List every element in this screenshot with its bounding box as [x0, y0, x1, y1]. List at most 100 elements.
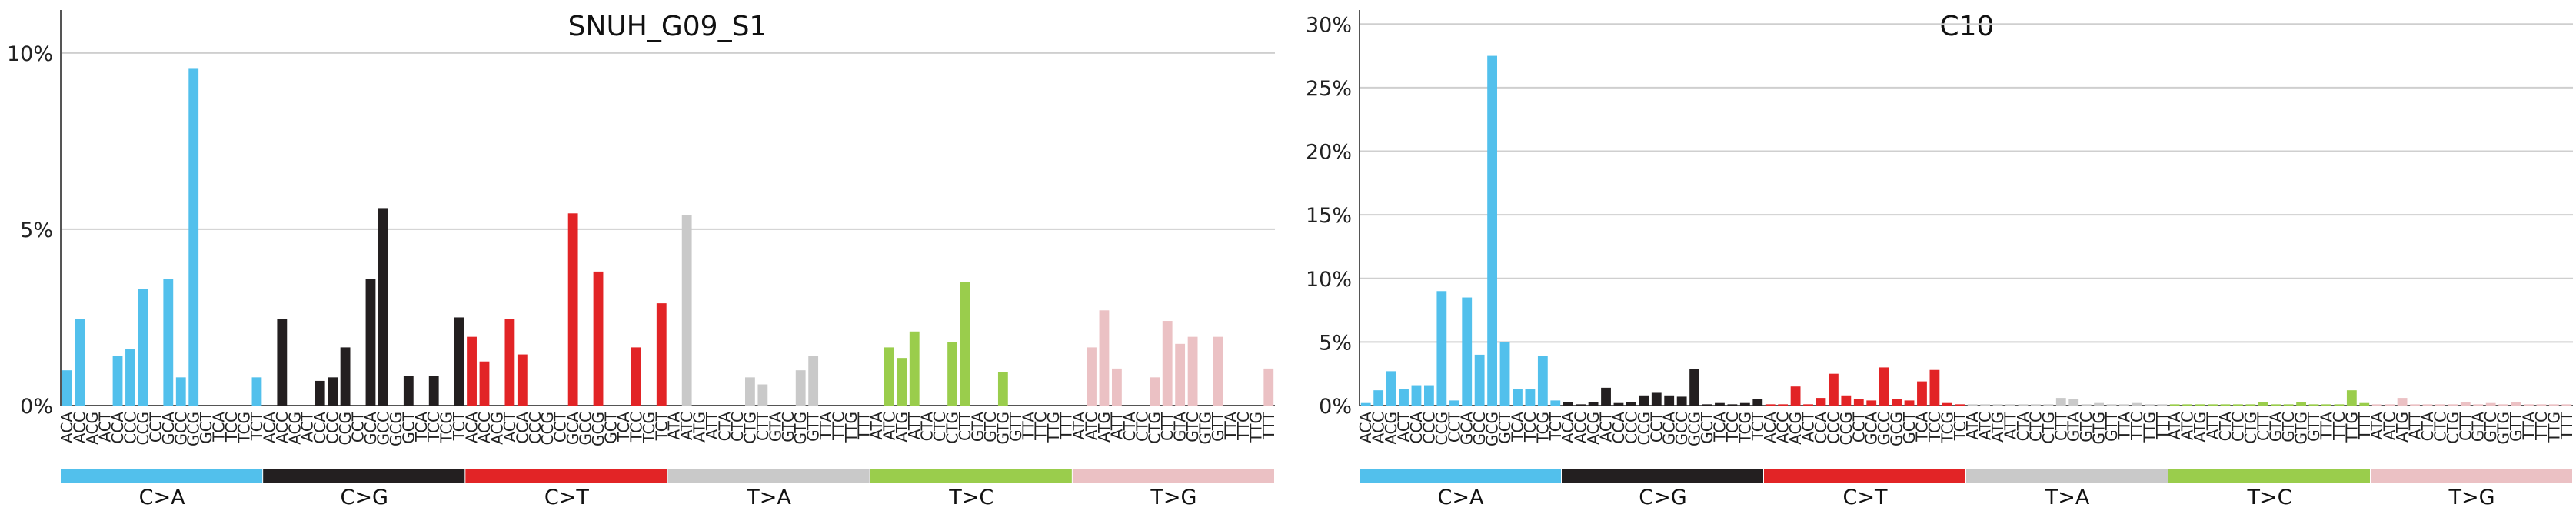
y-tick-label: 30% — [1306, 13, 1352, 37]
x-tick-label: CCC — [1824, 412, 1842, 444]
x-tick-label: TTT — [1260, 411, 1278, 440]
bar — [1263, 368, 1274, 406]
x-tick-label: ATG — [893, 412, 911, 443]
x-tick-label: TTA — [1221, 412, 1240, 441]
bar — [1765, 404, 1776, 406]
x-tick-label: ACT — [1395, 411, 1413, 442]
bar — [808, 356, 819, 406]
mutation-type-label: C>G — [1639, 486, 1686, 509]
mutation-type-label: T>A — [2045, 486, 2090, 509]
mutation-type-bar — [1562, 469, 1763, 483]
bar — [795, 370, 806, 406]
bar — [1162, 321, 1173, 406]
bar — [2422, 404, 2433, 406]
bar — [1423, 385, 1434, 406]
bar — [1803, 404, 1813, 406]
bar — [1373, 390, 1384, 406]
bar — [2524, 404, 2534, 406]
x-tick-label: CCA — [513, 412, 531, 444]
x-tick-label: ACT — [96, 411, 115, 442]
x-tick-label: GTT — [2102, 411, 2121, 442]
x-tick-label: CTC — [728, 412, 747, 442]
x-tick-label: CTA — [918, 412, 937, 442]
x-tick-label: CCT — [146, 411, 165, 443]
x-tick-label: TCC — [424, 412, 443, 443]
x-tick-label: TCC — [222, 412, 241, 443]
bar — [884, 347, 894, 406]
bar — [681, 215, 692, 406]
x-tick-label: GCC — [374, 412, 392, 445]
x-tick-label: ACG — [83, 412, 102, 445]
x-tick-label: TCG — [1736, 412, 1754, 444]
bar — [2094, 402, 2105, 406]
x-tick-label: GTT — [804, 411, 823, 442]
bar — [1550, 400, 1561, 406]
bar — [467, 336, 477, 406]
bar — [1955, 404, 1965, 406]
x-tick-label: ACA — [463, 412, 481, 443]
bar — [997, 372, 1008, 406]
x-tick-label: ATT — [2204, 411, 2222, 439]
bar — [2208, 404, 2218, 406]
bar — [1386, 371, 1396, 406]
bar — [1739, 402, 1750, 406]
x-tick-label: ATA — [665, 412, 684, 440]
mutation-type-bar — [1360, 469, 1561, 483]
bar — [428, 376, 439, 406]
bar — [62, 370, 72, 406]
bar — [1436, 291, 1447, 406]
x-tick-label: TCT — [652, 411, 671, 441]
x-tick-label: ACC — [1370, 412, 1388, 443]
x-tick-label: ATC — [2381, 412, 2399, 440]
bar — [2271, 404, 2281, 406]
bar — [75, 319, 85, 406]
x-tick-label: ATG — [1095, 412, 1113, 443]
mutation-type-label: C>T — [544, 486, 589, 509]
bar — [2030, 404, 2041, 406]
bar — [593, 271, 604, 406]
mutation-type-bar — [667, 469, 870, 483]
x-tick-label: ATT — [2406, 411, 2425, 439]
x-tick-label: TCA — [614, 412, 633, 443]
bar — [1639, 395, 1649, 406]
bar — [2195, 404, 2205, 406]
bar — [1613, 402, 1624, 406]
bar — [1499, 342, 1510, 406]
bar — [365, 279, 376, 406]
bar — [1213, 336, 1223, 406]
bar — [2119, 404, 2129, 406]
x-tick-label: TTG — [842, 412, 860, 443]
bar — [631, 347, 641, 406]
x-tick-label: TTA — [2317, 412, 2335, 441]
bar — [2485, 402, 2496, 406]
x-tick-label: CTG — [2242, 412, 2260, 444]
x-tick-label: TTT — [854, 411, 873, 440]
x-tick-label: GCT — [197, 411, 215, 443]
x-tick-label: GCG — [589, 412, 607, 446]
x-tick-label: CCA — [1609, 412, 1628, 444]
y-tick-label: 15% — [1306, 204, 1352, 228]
x-tick-label: CCC — [526, 412, 544, 444]
x-tick-label: CTC — [1133, 412, 1151, 442]
x-tick-label: CCG — [538, 412, 557, 445]
bar — [909, 331, 920, 406]
bar — [2169, 404, 2180, 406]
bar — [2334, 404, 2345, 406]
x-tick-label: CTA — [1120, 412, 1139, 442]
mutation-type-label: T>C — [948, 486, 993, 509]
bar — [2283, 404, 2294, 406]
bar — [2548, 404, 2559, 406]
x-tick-label: CCG — [1635, 412, 1653, 445]
mutation-type-bar — [1072, 469, 1274, 483]
bar — [2359, 402, 2370, 406]
mutation-type-label: C>A — [1438, 486, 1484, 509]
x-tick-label: CCC — [1622, 412, 1640, 444]
bar — [2245, 404, 2256, 406]
x-tick-label: GCA — [1458, 412, 1476, 445]
x-tick-label: GTG — [993, 412, 1012, 445]
bar — [1904, 400, 1915, 406]
bar — [1841, 395, 1852, 406]
x-tick-label: ACG — [1584, 412, 1603, 445]
bar — [1664, 395, 1675, 406]
bar — [2296, 402, 2307, 406]
